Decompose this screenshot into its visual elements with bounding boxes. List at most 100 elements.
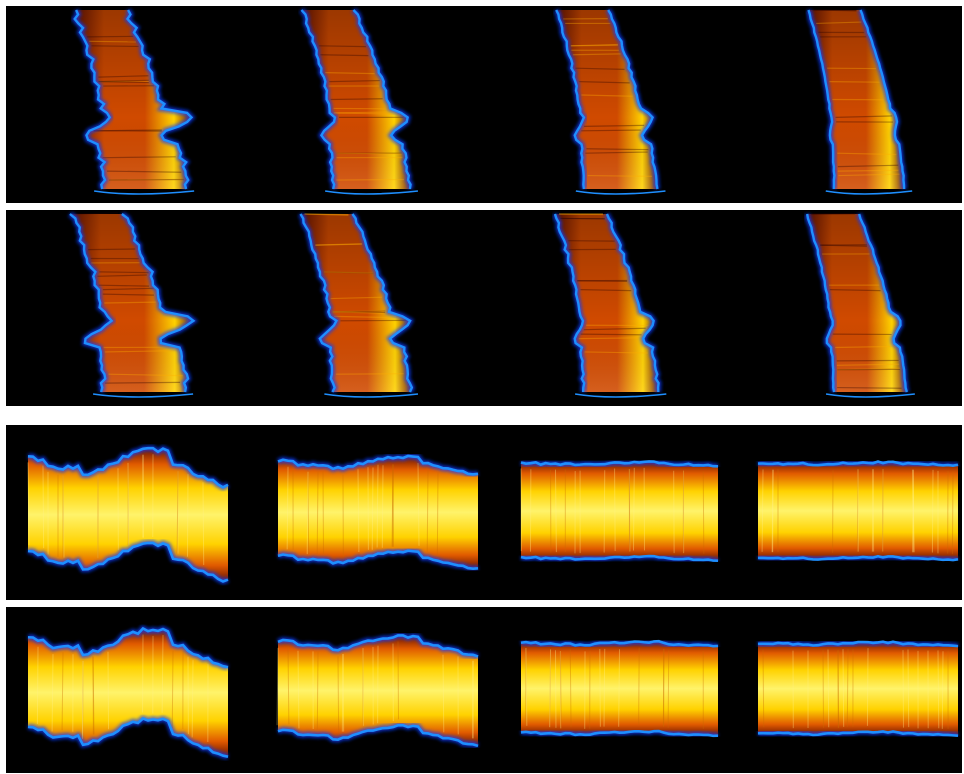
texture-streak — [36, 646, 39, 725]
tissue-band — [758, 461, 958, 561]
texture-streak — [937, 650, 940, 729]
texture-streak — [320, 54, 369, 57]
boundary-flare — [324, 393, 419, 398]
flattened-scan-strip — [27, 445, 959, 585]
texture-streak — [336, 152, 402, 155]
boundary-line — [27, 446, 229, 489]
boundary-line — [805, 213, 836, 393]
boundary-line — [520, 639, 719, 648]
texture-streak — [304, 213, 349, 216]
texture-streak — [333, 112, 398, 115]
texture-streak — [276, 647, 279, 726]
texture-streak — [762, 649, 765, 728]
texture-streak — [73, 212, 118, 215]
tissue-band — [521, 641, 718, 736]
texture-streak — [842, 649, 845, 727]
boundary-line — [553, 213, 586, 393]
texture-streak — [325, 72, 375, 75]
tissue-shading — [808, 10, 905, 189]
texture-streak — [837, 386, 902, 389]
tissue-band — [28, 628, 228, 757]
texture-streak — [771, 469, 774, 553]
texture-streak — [108, 373, 183, 377]
panel-row-1 — [6, 6, 962, 203]
texture-streak — [102, 287, 154, 291]
panel-row-4 — [6, 607, 962, 773]
texture-streak — [315, 243, 363, 246]
boundary-line — [607, 9, 659, 190]
texture-streak — [391, 464, 394, 547]
boundary-flare — [825, 190, 913, 195]
texture-streak — [329, 79, 380, 83]
texture-streak — [176, 471, 179, 554]
boundary-line — [757, 554, 959, 562]
texture-streak — [98, 75, 149, 78]
texture-streak — [62, 475, 65, 558]
texture-streak — [912, 469, 915, 553]
boundary-line — [69, 213, 114, 393]
texture-streak — [316, 471, 319, 554]
texture-streak — [820, 244, 867, 247]
texture-streak — [332, 311, 386, 314]
texture-streak — [371, 467, 374, 550]
boundary-flare — [825, 393, 915, 398]
texture-streak — [837, 164, 899, 168]
texture-streak — [318, 45, 367, 48]
tissue-shading — [301, 10, 411, 189]
texture-streak — [171, 650, 174, 729]
tissue-band — [521, 461, 718, 561]
texture-streak — [161, 635, 164, 713]
curved-scan-strip — [70, 7, 913, 195]
texture-streak — [104, 350, 178, 353]
texture-streak — [585, 151, 648, 154]
texture-streak — [42, 465, 45, 549]
texture-streak — [381, 465, 384, 548]
texture-streak — [577, 280, 628, 283]
texture-streak — [559, 650, 562, 729]
texture-streak — [871, 469, 874, 552]
boundary-line — [351, 213, 414, 393]
texture-streak — [837, 650, 840, 728]
tissue-band — [278, 455, 478, 569]
texture-streak — [91, 45, 139, 48]
texture-streak — [286, 466, 289, 550]
curved-scan-strip — [68, 211, 915, 398]
texture-streak — [316, 651, 319, 730]
texture-streak — [628, 469, 631, 552]
texture-streak — [912, 469, 915, 553]
texture-streak — [337, 656, 340, 734]
boundary-line — [277, 634, 479, 658]
boundary-flare — [575, 190, 666, 195]
tissue-band — [28, 448, 228, 582]
tissue-shading — [300, 214, 412, 392]
boundary-line — [605, 213, 660, 393]
texture-streak — [812, 9, 857, 12]
boundary-line — [277, 724, 479, 748]
texture-streak — [376, 464, 379, 548]
texture-streak — [572, 53, 621, 56]
texture-streak — [931, 469, 934, 553]
texture-streak — [98, 284, 150, 287]
boundary-line — [757, 460, 959, 468]
boundary-flare — [92, 393, 194, 398]
texture-streak — [191, 660, 194, 738]
texture-streak — [102, 156, 176, 159]
texture-streak — [106, 170, 182, 173]
texture-streak — [426, 469, 429, 552]
boundary-line — [27, 541, 229, 583]
texture-streak — [812, 9, 857, 12]
texture-streak — [315, 243, 363, 246]
boundary-flare — [574, 393, 667, 398]
texture-streak — [442, 654, 445, 733]
texture-streak — [827, 649, 830, 728]
boundary-flare — [94, 190, 195, 195]
boundary-line — [277, 454, 479, 476]
texture-streak — [907, 649, 910, 728]
texture-streak — [97, 274, 147, 277]
boundary-line — [555, 9, 586, 190]
texture-streak — [702, 471, 705, 554]
texture-streak — [107, 651, 110, 730]
texture-streak — [99, 271, 149, 274]
boundary-line — [27, 626, 229, 669]
texture-streak — [581, 94, 633, 97]
